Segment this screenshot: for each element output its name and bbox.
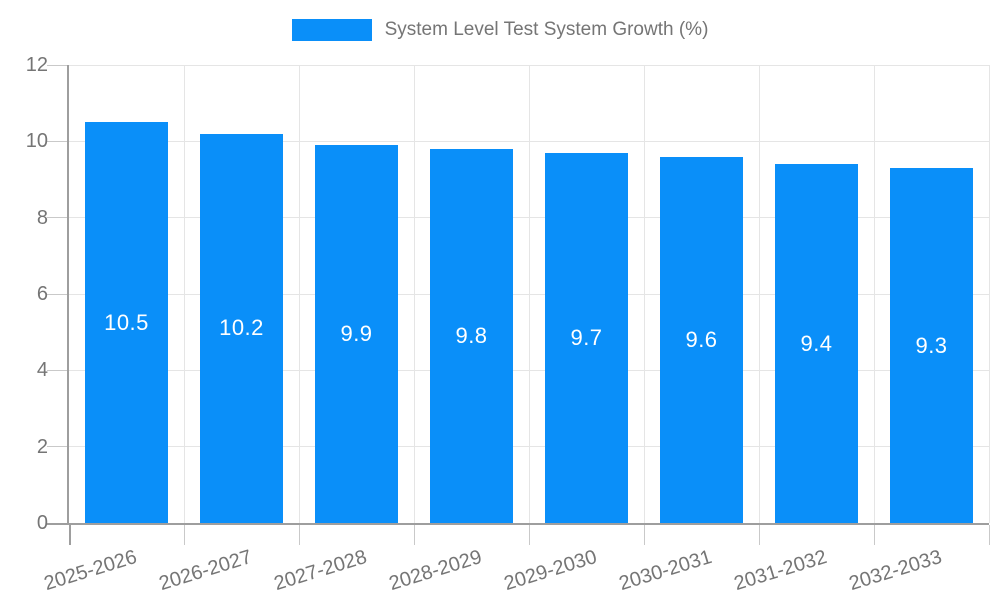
y-tick-label: 8 — [36, 206, 48, 229]
gridline-vertical — [988, 65, 990, 523]
y-tick-label: 0 — [36, 512, 48, 534]
x-axis-tick — [298, 525, 300, 545]
gridline-vertical — [298, 65, 300, 523]
y-axis-tick — [47, 64, 67, 66]
bar-value-label: 9.4 — [800, 330, 833, 356]
y-axis-tick — [47, 140, 67, 142]
plot-area: 10.5 10.2 9.9 9.8 9.7 9.6 9.4 9.3 — [47, 64, 990, 545]
y-axis-tick — [47, 369, 67, 371]
y-axis-tick — [47, 522, 67, 525]
bar: 9.9 — [315, 145, 398, 523]
y-axis-tick — [47, 217, 67, 219]
y-tick-label: 10 — [25, 130, 48, 153]
bar: 9.6 — [660, 156, 743, 523]
bar: 10.5 — [85, 122, 168, 523]
bar: 9.3 — [890, 168, 973, 523]
x-axis-tick — [643, 525, 645, 545]
bar: 9.4 — [775, 164, 858, 523]
x-axis-tick — [528, 525, 530, 545]
bar: 9.7 — [545, 152, 628, 523]
legend[interactable]: System Level Test System Growth (%) — [0, 16, 1000, 44]
bar: 9.8 — [430, 148, 513, 523]
bar-value-label: 10.5 — [104, 309, 149, 335]
x-axis-tick — [988, 525, 990, 545]
y-tick-label: 12 — [25, 54, 48, 76]
gridline-vertical — [528, 65, 530, 523]
gridline-vertical — [183, 65, 185, 523]
bar-value-label: 9.8 — [455, 322, 488, 348]
x-axis-tick — [68, 525, 71, 545]
gridline-vertical — [873, 65, 875, 523]
legend-label: System Level Test System Growth (%) — [384, 19, 709, 40]
y-tick-label: 4 — [36, 359, 48, 382]
gridline-vertical — [643, 65, 645, 523]
legend-swatch[interactable] — [291, 19, 372, 41]
x-axis-tick — [758, 525, 760, 545]
y-axis-tick — [47, 446, 67, 448]
bar-value-label: 9.3 — [915, 332, 948, 358]
bar-value-label: 9.6 — [685, 326, 718, 352]
gridline-vertical — [413, 65, 415, 523]
x-axis-tick — [873, 525, 875, 545]
x-axis-tick — [413, 525, 415, 545]
y-axis-tick — [47, 293, 67, 295]
bar-chart: System Level Test System Growth (%) 10.5… — [0, 16, 1000, 596]
y-tick-label: 2 — [36, 435, 48, 458]
gridline-vertical — [758, 65, 760, 523]
bar-value-label: 9.7 — [570, 324, 603, 350]
x-axis-tick — [183, 525, 185, 545]
bar-value-label: 10.2 — [219, 315, 264, 341]
y-tick-label: 6 — [36, 283, 48, 305]
bar-value-label: 9.9 — [340, 321, 373, 347]
bar: 10.2 — [200, 133, 283, 523]
